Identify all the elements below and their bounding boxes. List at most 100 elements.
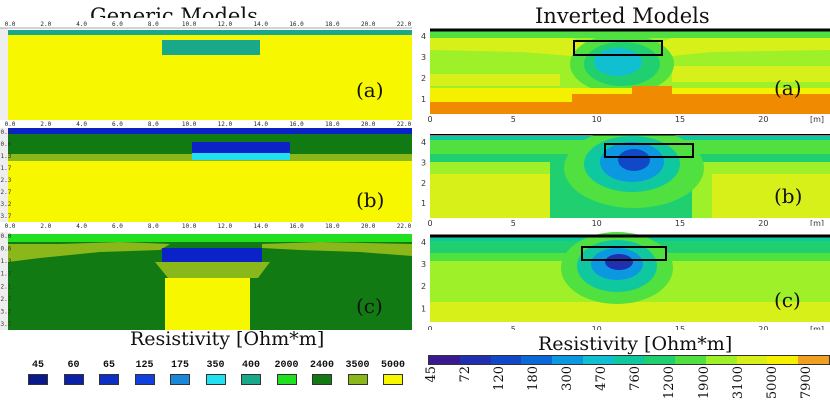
- legend-value: 45: [31, 360, 44, 371]
- x-tick-label: 18.0: [325, 223, 340, 230]
- colorbar-label: 1200: [662, 366, 678, 400]
- colorbar-segment: [705, 356, 737, 364]
- legend-swatch: [134, 374, 155, 385]
- generic-model-b: 0.0 2.0 4.0 6.0 8.0 10.0 12.0 14.0 16.0 18.0 20.0 2…: [0, 120, 412, 222]
- y-tick-label: 1.7: [1, 165, 12, 172]
- y-tick-label: 3.2: [1, 308, 12, 315]
- legend-swatch: [205, 374, 226, 385]
- x-tick-label: 4.0: [76, 223, 87, 230]
- panel-label-b-right: (b): [774, 184, 803, 208]
- x-tick-label: 18.0: [325, 21, 340, 28]
- x-tick-label: 12.0: [218, 21, 233, 28]
- colorbar-segment: [644, 356, 676, 364]
- generic-model-c: 0.0 2.0 4.0 6.0 8.0 10.0 12.0 14.0 16.0 18.0 20.0 2…: [0, 222, 412, 330]
- y-tick-label: 1: [421, 304, 426, 313]
- colorbar-segment: [429, 356, 460, 364]
- legend-swatch: [241, 374, 261, 385]
- x-tick-label: 0: [427, 325, 432, 330]
- x-tick-label: 10: [592, 115, 602, 124]
- x-tick-label: 6.0: [112, 121, 123, 128]
- x-tick-label: 0: [427, 115, 432, 124]
- x-tick-label: 22.0: [397, 121, 412, 128]
- colorbar-label: 45: [424, 366, 439, 383]
- y-tick-label: 2.7: [1, 189, 12, 196]
- colorbar-label: 760: [628, 366, 644, 391]
- legend-swatch: [63, 374, 84, 385]
- legend-swatch: [170, 374, 190, 385]
- x-tick-label: 2.0: [40, 223, 51, 230]
- legend-swatch: [347, 374, 368, 385]
- y-tick-label: 3.7: [1, 213, 12, 220]
- y-tick-label: 3.7: [1, 321, 12, 328]
- x-tick-label: 6.0: [112, 223, 123, 230]
- colorbar-segment: [582, 356, 614, 364]
- colorbar-label: 470: [594, 366, 610, 391]
- legend-item: 3500: [338, 360, 378, 385]
- colorbar-segment: [736, 356, 768, 364]
- x-tick-label: 5: [511, 219, 516, 226]
- legend-item: 2400: [302, 360, 342, 385]
- x-tick-label: 20: [758, 219, 768, 226]
- legend-item: 2000: [267, 360, 307, 385]
- x-tick-label: 14.0: [254, 21, 269, 28]
- colorbar-label: 3100: [730, 366, 746, 400]
- x-tick-label: 2.0: [40, 21, 51, 28]
- x-tick-label: 14.0: [254, 223, 269, 230]
- colorbar-label: 120: [492, 366, 508, 391]
- x-tick-label: 6.0: [112, 21, 123, 28]
- x-tick-label: 10: [592, 219, 602, 226]
- legend-item: 65: [89, 360, 129, 385]
- inverted-model-b: 4 3 2 1 0 5 10 15 20 [m] (b): [412, 134, 830, 226]
- legend-swatch: [99, 374, 119, 385]
- x-tick-label: 8.0: [148, 121, 159, 128]
- legend-swatch: [28, 374, 48, 385]
- legend-item: 125: [125, 360, 165, 385]
- legend-item: 5000: [373, 360, 413, 385]
- legend-value: 125: [135, 360, 154, 371]
- y-tick-label: 2.7: [1, 296, 12, 303]
- x-tick-label: 0.0: [5, 121, 16, 128]
- legend-item: 400: [231, 360, 271, 385]
- panel-label-c-right: (c): [774, 288, 801, 312]
- colorbar-segment: [767, 356, 799, 364]
- y-tick-label: 1: [421, 199, 426, 208]
- colorbar-segment: [613, 356, 645, 364]
- colorbar-label: 5000: [764, 366, 780, 400]
- x-tick-label: 10.0: [182, 21, 197, 28]
- x-tick-label: 0.0: [5, 223, 16, 230]
- legend-item: 60: [54, 360, 94, 385]
- legend-value: 2400: [309, 360, 334, 371]
- x-tick-label: 5: [511, 325, 516, 330]
- x-tick-label: 20.0: [361, 21, 376, 28]
- y-tick-label: 1.7: [1, 271, 12, 278]
- x-tick-label: 14.0: [254, 121, 269, 128]
- colorbar-segment: [552, 356, 583, 364]
- y-tick-label: 4: [421, 32, 426, 41]
- x-tick-label: 12.0: [218, 223, 233, 230]
- right-title: Inverted Models: [535, 4, 710, 28]
- legend-swatch: [276, 374, 297, 385]
- legend-swatch: [312, 374, 332, 385]
- x-tick-label: 16.0: [289, 223, 304, 230]
- panel-label-a-right: (a): [774, 76, 802, 100]
- x-tick-label: 16.0: [289, 121, 304, 128]
- colorbar-segment: [521, 356, 553, 364]
- x-tick-label: 16.0: [289, 21, 304, 28]
- panel-label-b: (b): [356, 188, 385, 212]
- x-unit-label: [m]: [810, 325, 824, 330]
- x-unit-label: [m]: [810, 219, 824, 226]
- x-tick-label: 15: [675, 325, 685, 330]
- legend-value: 65: [102, 360, 115, 371]
- x-tick-label: 20.0: [361, 121, 376, 128]
- inverted-model-c: 4 3 2 1 0 5 10 15 20 [m] (c): [412, 232, 830, 330]
- x-tick-label: 22.0: [397, 223, 412, 230]
- colorbar-segment: [798, 356, 829, 364]
- legend-item: 175: [160, 360, 200, 385]
- colorbar-label: 72: [458, 366, 474, 383]
- x-tick-label: 12.0: [218, 121, 233, 128]
- x-unit-label: [m]: [810, 115, 824, 124]
- legend-item: 45: [18, 360, 58, 385]
- y-tick-label: 3: [421, 158, 426, 167]
- x-tick-label: 0: [427, 219, 432, 226]
- x-tick-label: 20.0: [361, 223, 376, 230]
